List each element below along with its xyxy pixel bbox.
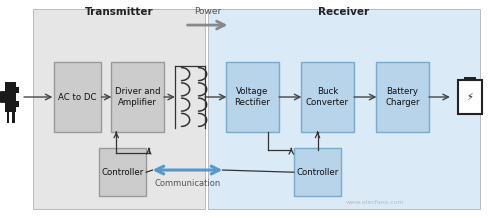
Bar — [294, 148, 341, 196]
FancyBboxPatch shape — [0, 91, 7, 103]
Bar — [12, 112, 14, 123]
Bar — [99, 148, 146, 196]
Text: Transmitter: Transmitter — [84, 7, 153, 17]
Bar — [301, 62, 354, 132]
Bar — [16, 87, 18, 93]
Bar — [112, 62, 164, 132]
Bar — [16, 101, 18, 107]
Text: Driver and
Amplifier: Driver and Amplifier — [115, 87, 160, 107]
Bar — [376, 62, 429, 132]
Bar — [208, 9, 480, 209]
Text: Controller: Controller — [296, 168, 339, 177]
Text: Voltage
Rectifier: Voltage Rectifier — [234, 87, 270, 107]
Text: Buck
Converter: Buck Converter — [306, 87, 349, 107]
Bar — [226, 62, 279, 132]
Bar — [54, 62, 101, 132]
Text: ⚡: ⚡ — [466, 92, 473, 102]
Text: Receiver: Receiver — [318, 7, 370, 17]
Text: Power: Power — [194, 7, 221, 16]
Bar — [32, 9, 205, 209]
Text: Controller: Controller — [102, 168, 143, 177]
Bar — [6, 112, 9, 123]
Text: www.elecfans.com: www.elecfans.com — [346, 200, 404, 205]
Text: AC to DC: AC to DC — [58, 92, 97, 102]
Bar — [458, 80, 482, 114]
Bar — [5, 82, 16, 112]
Text: Battery
Charger: Battery Charger — [385, 87, 420, 107]
Text: Communication: Communication — [154, 179, 220, 188]
Bar — [464, 77, 476, 80]
